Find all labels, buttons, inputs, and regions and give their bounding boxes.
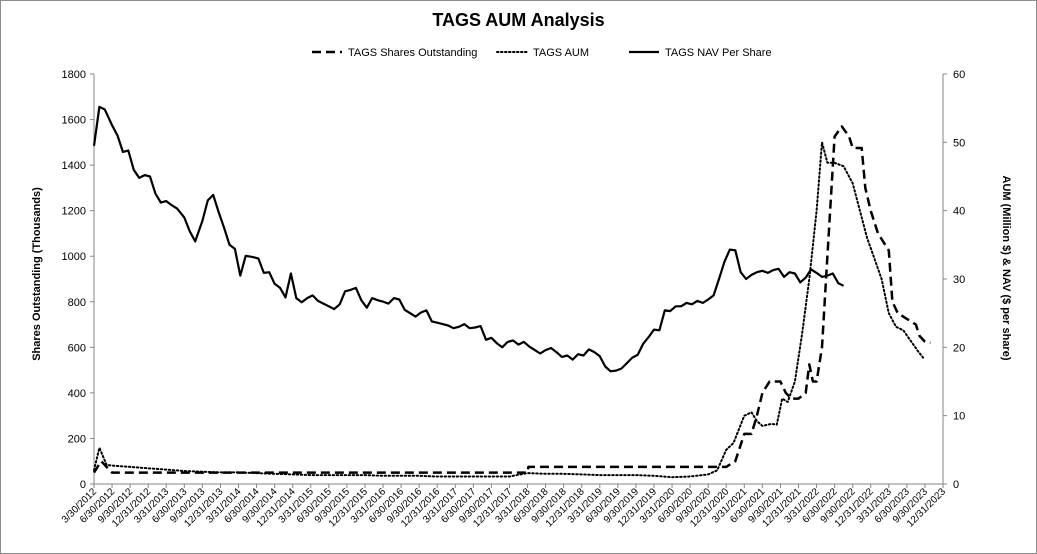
chart-title: TAGS AUM Analysis: [432, 10, 605, 30]
y-right-tick-label: 30: [953, 274, 965, 286]
series-group: [92, 105, 931, 479]
y-left-tick-label: 1200: [62, 206, 86, 218]
series-line-tags-nav-per-share: [92, 105, 845, 373]
series-line-tags-aum: [93, 141, 925, 479]
y-left-tick-label: 1800: [62, 69, 86, 81]
y-right-tick-label: 40: [953, 206, 965, 218]
legend: TAGS Shares Outstanding TAGS AUM TAGS NAV …: [312, 47, 772, 59]
y-left-tick-label: 600: [68, 342, 86, 354]
y-axis-left: 0 200 400 600 800 1000 1200 1400 1600 1800: [62, 69, 95, 491]
legend-label: TAGS Shares Outstanding: [348, 47, 477, 59]
y-axis-left-label: Shares Outstanding (Thousands): [31, 187, 43, 361]
y-left-tick-label: 800: [68, 297, 86, 309]
y-left-tick-label: 400: [68, 388, 86, 400]
y-right-tick-label: 0: [953, 479, 959, 491]
y-left-tick-label: 0: [80, 479, 86, 491]
y-left-tick-label: 1600: [62, 115, 86, 127]
y-left-tick-label: 200: [68, 433, 86, 445]
y-right-tick-label: 10: [953, 411, 965, 423]
y-right-tick-label: 60: [953, 69, 965, 81]
series-line-tags-shares-outstanding: [92, 125, 931, 474]
y-left-tick-label: 1000: [62, 251, 86, 263]
y-right-tick-label: 20: [953, 342, 965, 354]
y-axis-right-label: AUM (Million $) & NAV ($ per share): [1000, 176, 1012, 361]
legend-label: TAGS NAV Per Share: [665, 47, 772, 59]
legend-label: TAGS AUM: [533, 47, 589, 59]
y-right-tick-label: 50: [953, 137, 965, 149]
x-axis: 3/30/20126/30/20129/30/201212/31/20123/3…: [60, 483, 948, 530]
y-left-tick-label: 1400: [62, 160, 86, 172]
y-axis-right: 0 10 20 30 40 50 60: [942, 69, 965, 491]
